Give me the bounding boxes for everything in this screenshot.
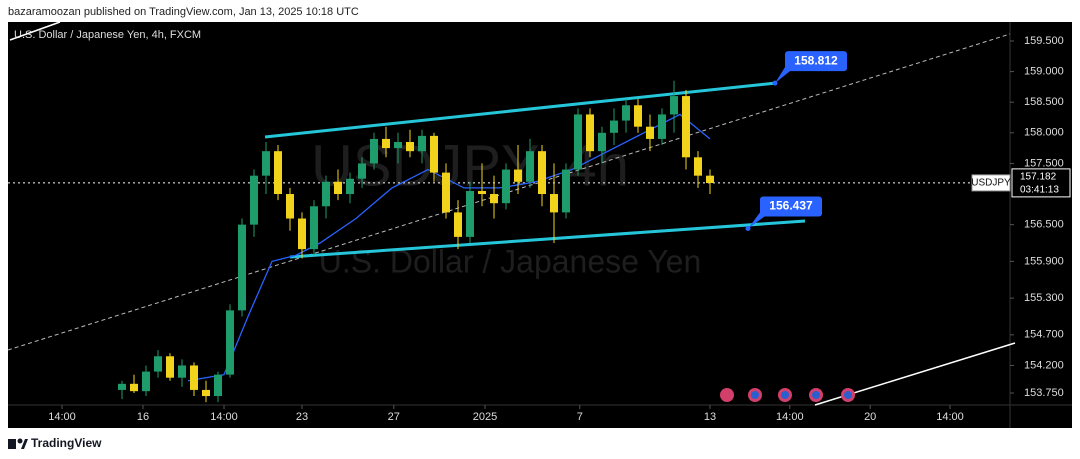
candle-body <box>706 175 714 184</box>
candle-body <box>286 194 294 219</box>
candle-body <box>622 105 630 121</box>
y-tick-label: 154.200 <box>1024 359 1064 371</box>
candle-body <box>346 178 354 195</box>
candle-body <box>202 389 210 397</box>
candle-body <box>214 374 222 397</box>
candle-body <box>178 365 186 378</box>
candle-body <box>298 218 306 250</box>
candle-body <box>394 141 402 149</box>
price-tag-bg <box>1011 168 1071 198</box>
candle-body <box>610 120 618 133</box>
brand: TradingView <box>31 436 102 450</box>
symbol-tag: USDJPY <box>971 178 1011 189</box>
y-tick-label: 153.750 <box>1024 387 1064 399</box>
trend-line <box>9 21 61 41</box>
brand-logo <box>8 438 28 449</box>
x-tick-label: 20 <box>864 411 876 423</box>
x-tick-label: 16 <box>137 411 149 423</box>
candle-body <box>502 169 510 204</box>
candle-body <box>694 157 702 176</box>
candle-body <box>562 169 570 213</box>
x-tick-label: 14:00 <box>210 411 238 423</box>
candle-body <box>598 132 606 152</box>
candle-body <box>274 151 282 195</box>
candle-body <box>418 135 426 152</box>
symbol-tag-bg <box>971 174 1011 192</box>
x-tick-label: 14:00 <box>936 411 964 423</box>
candle-body <box>658 114 666 139</box>
candle-body <box>154 356 162 372</box>
candle-body <box>634 105 642 127</box>
candle-body <box>670 96 678 115</box>
candle-body <box>250 175 258 225</box>
watermark: U.S. Dollar / Japanese Yen <box>319 243 701 279</box>
event-icons <box>720 388 855 402</box>
candle-body <box>130 383 138 392</box>
header: bazaramoozan published on TradingView.co… <box>8 6 359 18</box>
channel-line <box>264 81 776 139</box>
x-tick-label: 2025 <box>473 411 497 423</box>
price-tag: 157.182 <box>1020 172 1057 183</box>
chart-bg <box>8 22 1072 428</box>
annotation-box <box>785 51 847 72</box>
y-tick-label: 155.900 <box>1024 255 1064 267</box>
y-tick-label: 157.500 <box>1024 157 1064 169</box>
candle-body <box>358 163 366 179</box>
candle-body <box>478 190 486 195</box>
x-tick-label: 23 <box>296 411 308 423</box>
candle-body <box>442 172 450 213</box>
y-tick-label: 158.000 <box>1024 127 1064 139</box>
y-tick-label: 158.500 <box>1024 96 1064 108</box>
x-tick-label: 7 <box>577 411 583 423</box>
candle-body <box>142 371 150 392</box>
chart-title: U.S. Dollar / Japanese Yen, 4h, FXCM <box>14 29 201 41</box>
candle-body <box>526 151 534 182</box>
x-tick-label: 27 <box>388 411 400 423</box>
candle-body <box>190 365 198 390</box>
candle-body <box>514 169 522 182</box>
moving-average <box>187 113 711 382</box>
candle-body <box>382 138 390 149</box>
candle-body <box>454 212 462 237</box>
candle-body <box>586 114 594 152</box>
y-tick-label: 159.000 <box>1024 65 1064 77</box>
candle-body <box>490 194 498 204</box>
candle-body <box>682 96 690 158</box>
candle-body <box>370 138 378 164</box>
x-tick-label: 14:00 <box>776 411 804 423</box>
y-tick-label: 154.700 <box>1024 329 1064 341</box>
candle-body <box>466 190 474 237</box>
candle-body <box>550 194 558 213</box>
annotation-box <box>760 196 822 217</box>
countdown: 03:41:13 <box>1020 185 1059 196</box>
x-tick-label: 14:00 <box>48 411 76 423</box>
candle-body <box>262 151 270 176</box>
candle-body <box>118 383 126 390</box>
candle-body <box>430 135 438 173</box>
candle-body <box>226 310 234 375</box>
candle-body <box>646 126 654 139</box>
channel-line <box>289 219 806 259</box>
y-tick-label: 159.500 <box>1024 35 1064 47</box>
candle-body <box>322 181 330 207</box>
candle-body <box>406 141 414 152</box>
candle-body <box>574 114 582 170</box>
candle-body <box>538 151 546 195</box>
x-tick-label: 13 <box>704 411 716 423</box>
annotation-label: 156.437 <box>769 199 813 213</box>
candle-body <box>310 206 318 250</box>
candle-body <box>166 356 174 378</box>
y-tick-label: 156.500 <box>1024 219 1064 231</box>
annotation-label: 158.812 <box>794 53 838 67</box>
y-tick-label: 155.300 <box>1024 292 1064 304</box>
candle-body <box>334 181 342 195</box>
candle-body <box>238 224 246 311</box>
